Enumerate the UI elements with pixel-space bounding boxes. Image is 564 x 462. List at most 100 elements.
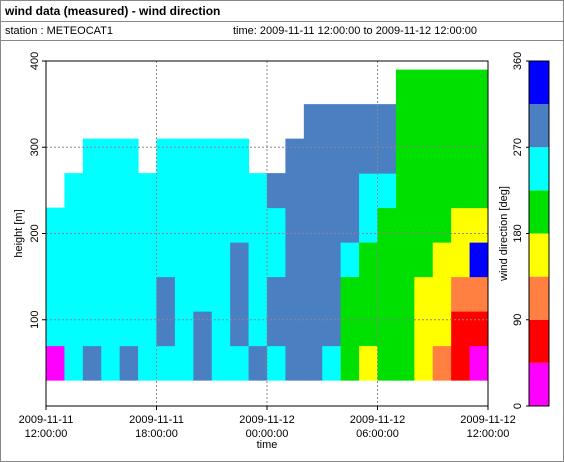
cell (303, 242, 323, 278)
cell (101, 276, 121, 312)
cell (469, 104, 489, 140)
cell (469, 207, 489, 243)
cell (414, 138, 434, 174)
x-tick-label-line: 12:00:00 (25, 428, 68, 440)
cell (303, 173, 323, 209)
cell (211, 173, 231, 209)
cell (414, 345, 434, 381)
cell (267, 173, 286, 209)
cell (174, 276, 194, 312)
x-tick-label-line: 12:00:00 (467, 428, 510, 440)
cell (359, 276, 378, 312)
cell (193, 242, 213, 278)
colorbar-band (529, 233, 549, 277)
cell (119, 138, 139, 174)
cell (322, 138, 342, 174)
cell (174, 173, 194, 209)
cell (432, 207, 452, 243)
x-tick-label: 2009-11-11 12:00:00 (19, 414, 74, 440)
cell (469, 345, 489, 381)
cell (138, 276, 157, 312)
cell (267, 276, 286, 312)
cell (285, 242, 305, 278)
cell (432, 69, 452, 105)
cell (248, 173, 268, 209)
cell (285, 345, 305, 381)
cell (119, 345, 139, 381)
cell (138, 311, 157, 347)
cell (156, 311, 176, 347)
cell (267, 242, 286, 278)
cell (303, 276, 323, 312)
colorbar-band (529, 147, 549, 191)
colorbar-tick-label: 270 (512, 138, 524, 156)
cell (395, 207, 415, 243)
cell (211, 207, 231, 243)
x-tick-label-line: 2009-11-11 (129, 414, 184, 426)
cell (101, 345, 121, 381)
cell (82, 311, 102, 347)
cell (451, 242, 471, 278)
cell (230, 242, 250, 278)
cell (451, 104, 471, 140)
cell (64, 207, 84, 243)
y-axis-label: height [m] (13, 209, 25, 257)
cell (101, 311, 121, 347)
cell (432, 345, 452, 381)
cell (395, 242, 415, 278)
cell (451, 138, 471, 174)
cell (138, 173, 157, 209)
cell (303, 345, 323, 381)
cell (359, 173, 378, 209)
x-tick-label-line: 2009-11-12 (239, 414, 294, 426)
cell (340, 242, 360, 278)
cell (395, 173, 415, 209)
cell (156, 242, 176, 278)
cell (451, 173, 471, 209)
colorbar-band (529, 276, 549, 320)
cell (340, 104, 360, 140)
colorbar-tick-label: 360 (512, 52, 524, 70)
x-tick-label-line: 00:00:00 (246, 428, 289, 440)
cell (230, 311, 250, 347)
cell (395, 311, 415, 347)
colorbar-band (529, 190, 549, 234)
cell (377, 311, 397, 347)
cell (119, 311, 139, 347)
cell (193, 173, 213, 209)
cell (82, 207, 102, 243)
cell (469, 138, 489, 174)
cell (414, 173, 434, 209)
cell (64, 173, 84, 209)
cell (101, 138, 121, 174)
x-tick-label-line: 18:00:00 (135, 428, 178, 440)
station: station : METEOCAT1 (5, 25, 113, 37)
cell (377, 242, 397, 278)
cell (119, 276, 139, 312)
cell (156, 207, 176, 243)
cell (138, 242, 157, 278)
cell (469, 311, 489, 347)
cell (46, 276, 65, 312)
cell (64, 276, 84, 312)
cell (267, 207, 286, 243)
cell (156, 276, 176, 312)
cell (211, 345, 231, 381)
cell (377, 173, 397, 209)
x-tick-label-line: 2009-11-11 (19, 414, 74, 426)
cell (46, 242, 65, 278)
cell (193, 276, 213, 312)
cell (211, 311, 231, 347)
cell (432, 104, 452, 140)
cell (340, 138, 360, 174)
cell (340, 207, 360, 243)
cell (248, 345, 268, 381)
cell (359, 104, 378, 140)
cell (248, 242, 268, 278)
cell (211, 242, 231, 278)
cell (377, 345, 397, 381)
cell (119, 173, 139, 209)
cell (230, 173, 250, 209)
